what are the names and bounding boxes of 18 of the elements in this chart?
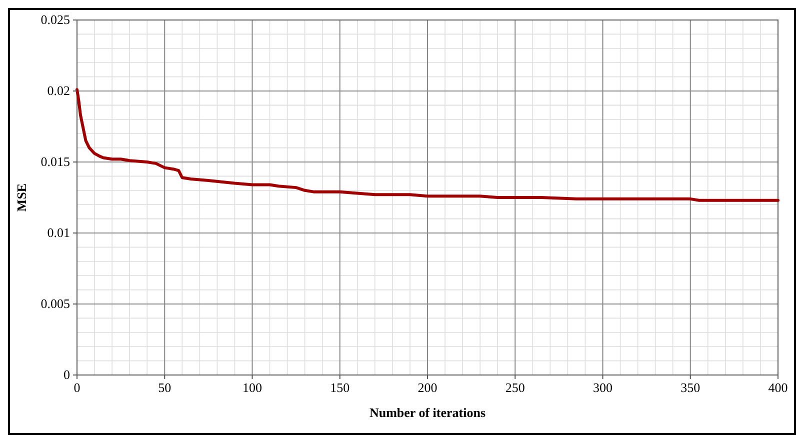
x-tick-label: 250 [505,380,525,395]
x-tick-label: 0 [74,380,80,395]
y-tick-label: 0.025 [40,12,70,27]
line-series [76,88,780,202]
y-tick-label: 0.015 [40,154,70,169]
x-axis-title: Number of iterations [369,405,486,420]
x-tick-label: 200 [418,380,438,395]
y-tick-label: 0.02 [47,83,70,98]
y-tick-label: 0.005 [40,296,70,311]
x-tick-label: 150 [330,380,350,395]
y-tick-label: 0 [64,367,70,382]
y-tick-label: 0.01 [47,225,70,240]
x-tick-label: 400 [768,380,788,395]
y-axis-title: MSE [14,183,29,212]
x-tick-label: 50 [158,380,172,395]
x-tick-label: 100 [242,380,262,395]
x-tick-label: 300 [593,380,612,395]
x-tick-label: 350 [680,380,700,395]
